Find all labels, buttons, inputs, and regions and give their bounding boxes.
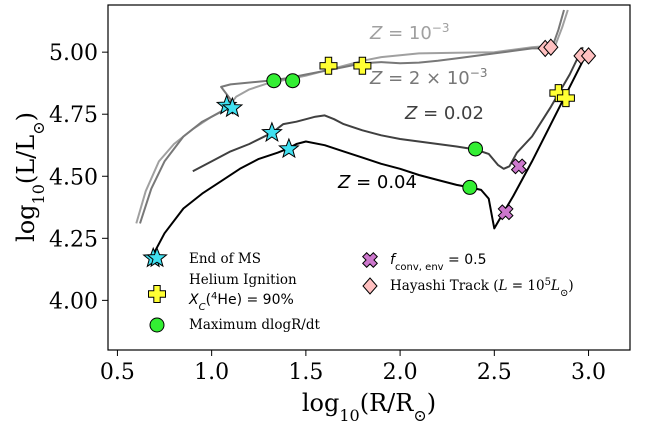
tracks-layer xyxy=(135,9,586,259)
track-z-0.02 xyxy=(192,46,584,173)
track-z-0.04 xyxy=(150,56,586,259)
annotation-z-0.02: Z = 0.02 xyxy=(404,103,484,124)
legend-label-helium-ignition: Helium Ignition xyxy=(189,272,297,288)
x-tick-label: 2.0 xyxy=(383,360,418,385)
y-tick-label: 4.00 xyxy=(49,289,98,314)
end-of-ms-marker xyxy=(221,96,244,118)
legend-marker-max-dlogr xyxy=(149,317,165,333)
hayashi-marker xyxy=(580,47,597,65)
end-of-ms-marker xyxy=(261,121,283,143)
y-tick-label: 4.50 xyxy=(49,165,98,190)
x-tick-label: 3.0 xyxy=(571,360,606,385)
legend-marker-hayashi xyxy=(362,277,378,295)
ticks-layer: 0.5 1.0 1.5 2.0 2.5 3.0 4.00 4.25 4.50 4.75 5.00 xyxy=(49,41,606,385)
y-tick-label: 4.75 xyxy=(49,103,98,128)
helium-ignition-marker xyxy=(319,56,338,75)
y-axis-label: log10(L/L⊙) xyxy=(12,112,48,242)
annotation-z-1e-3: Z = 10−3 xyxy=(369,21,449,44)
max-dlogr-marker xyxy=(467,141,483,157)
y-tick-label: 4.25 xyxy=(49,227,98,252)
legend-label-fconv: fconv, env = 0.5 xyxy=(390,252,486,273)
x-tick-label: 2.5 xyxy=(477,360,512,385)
legend: End of MS Helium Ignition XC(4He) = 90% … xyxy=(146,246,574,333)
legend-label-max-dlogr: Maximum dlogR/dt xyxy=(189,317,320,333)
hayashi-marker xyxy=(543,38,559,56)
helium-ignition-marker xyxy=(353,56,372,75)
x-tick-label: 0.5 xyxy=(100,360,135,385)
max-dlogr-marker xyxy=(462,179,478,195)
legend-markers xyxy=(146,246,378,333)
legend-label-helium-ignition-2: XC(4He) = 90% xyxy=(188,291,294,313)
fconv-marker xyxy=(497,204,514,221)
max-dlogr-marker xyxy=(285,73,301,89)
legend-label-end-of-ms: End of MS xyxy=(189,251,261,267)
y-tick-label: 5.00 xyxy=(49,41,98,66)
markers-layer xyxy=(142,38,597,268)
plot-frame xyxy=(107,4,631,351)
track-z-2e-3 xyxy=(139,9,565,224)
legend-marker-helium-ignition xyxy=(148,285,166,303)
legend-marker-end-of-ms xyxy=(146,246,168,268)
annotation-z-2e-3: Z = 2 × 10−3 xyxy=(369,66,487,89)
legend-label-hayashi: Hayashi Track (L = 105L⊙) xyxy=(390,277,574,299)
x-axis-label: log10(R/R⊙) xyxy=(302,389,436,421)
fconv-marker xyxy=(510,158,527,175)
max-dlogr-marker xyxy=(266,73,282,89)
legend-marker-fconv xyxy=(362,252,378,268)
x-tick-label: 1.0 xyxy=(194,360,229,385)
helium-ignition-marker xyxy=(556,89,575,108)
x-tick-label: 1.5 xyxy=(288,360,323,385)
end-of-ms-marker xyxy=(278,137,300,159)
annotation-z-0.04: Z = 0.04 xyxy=(337,172,417,193)
